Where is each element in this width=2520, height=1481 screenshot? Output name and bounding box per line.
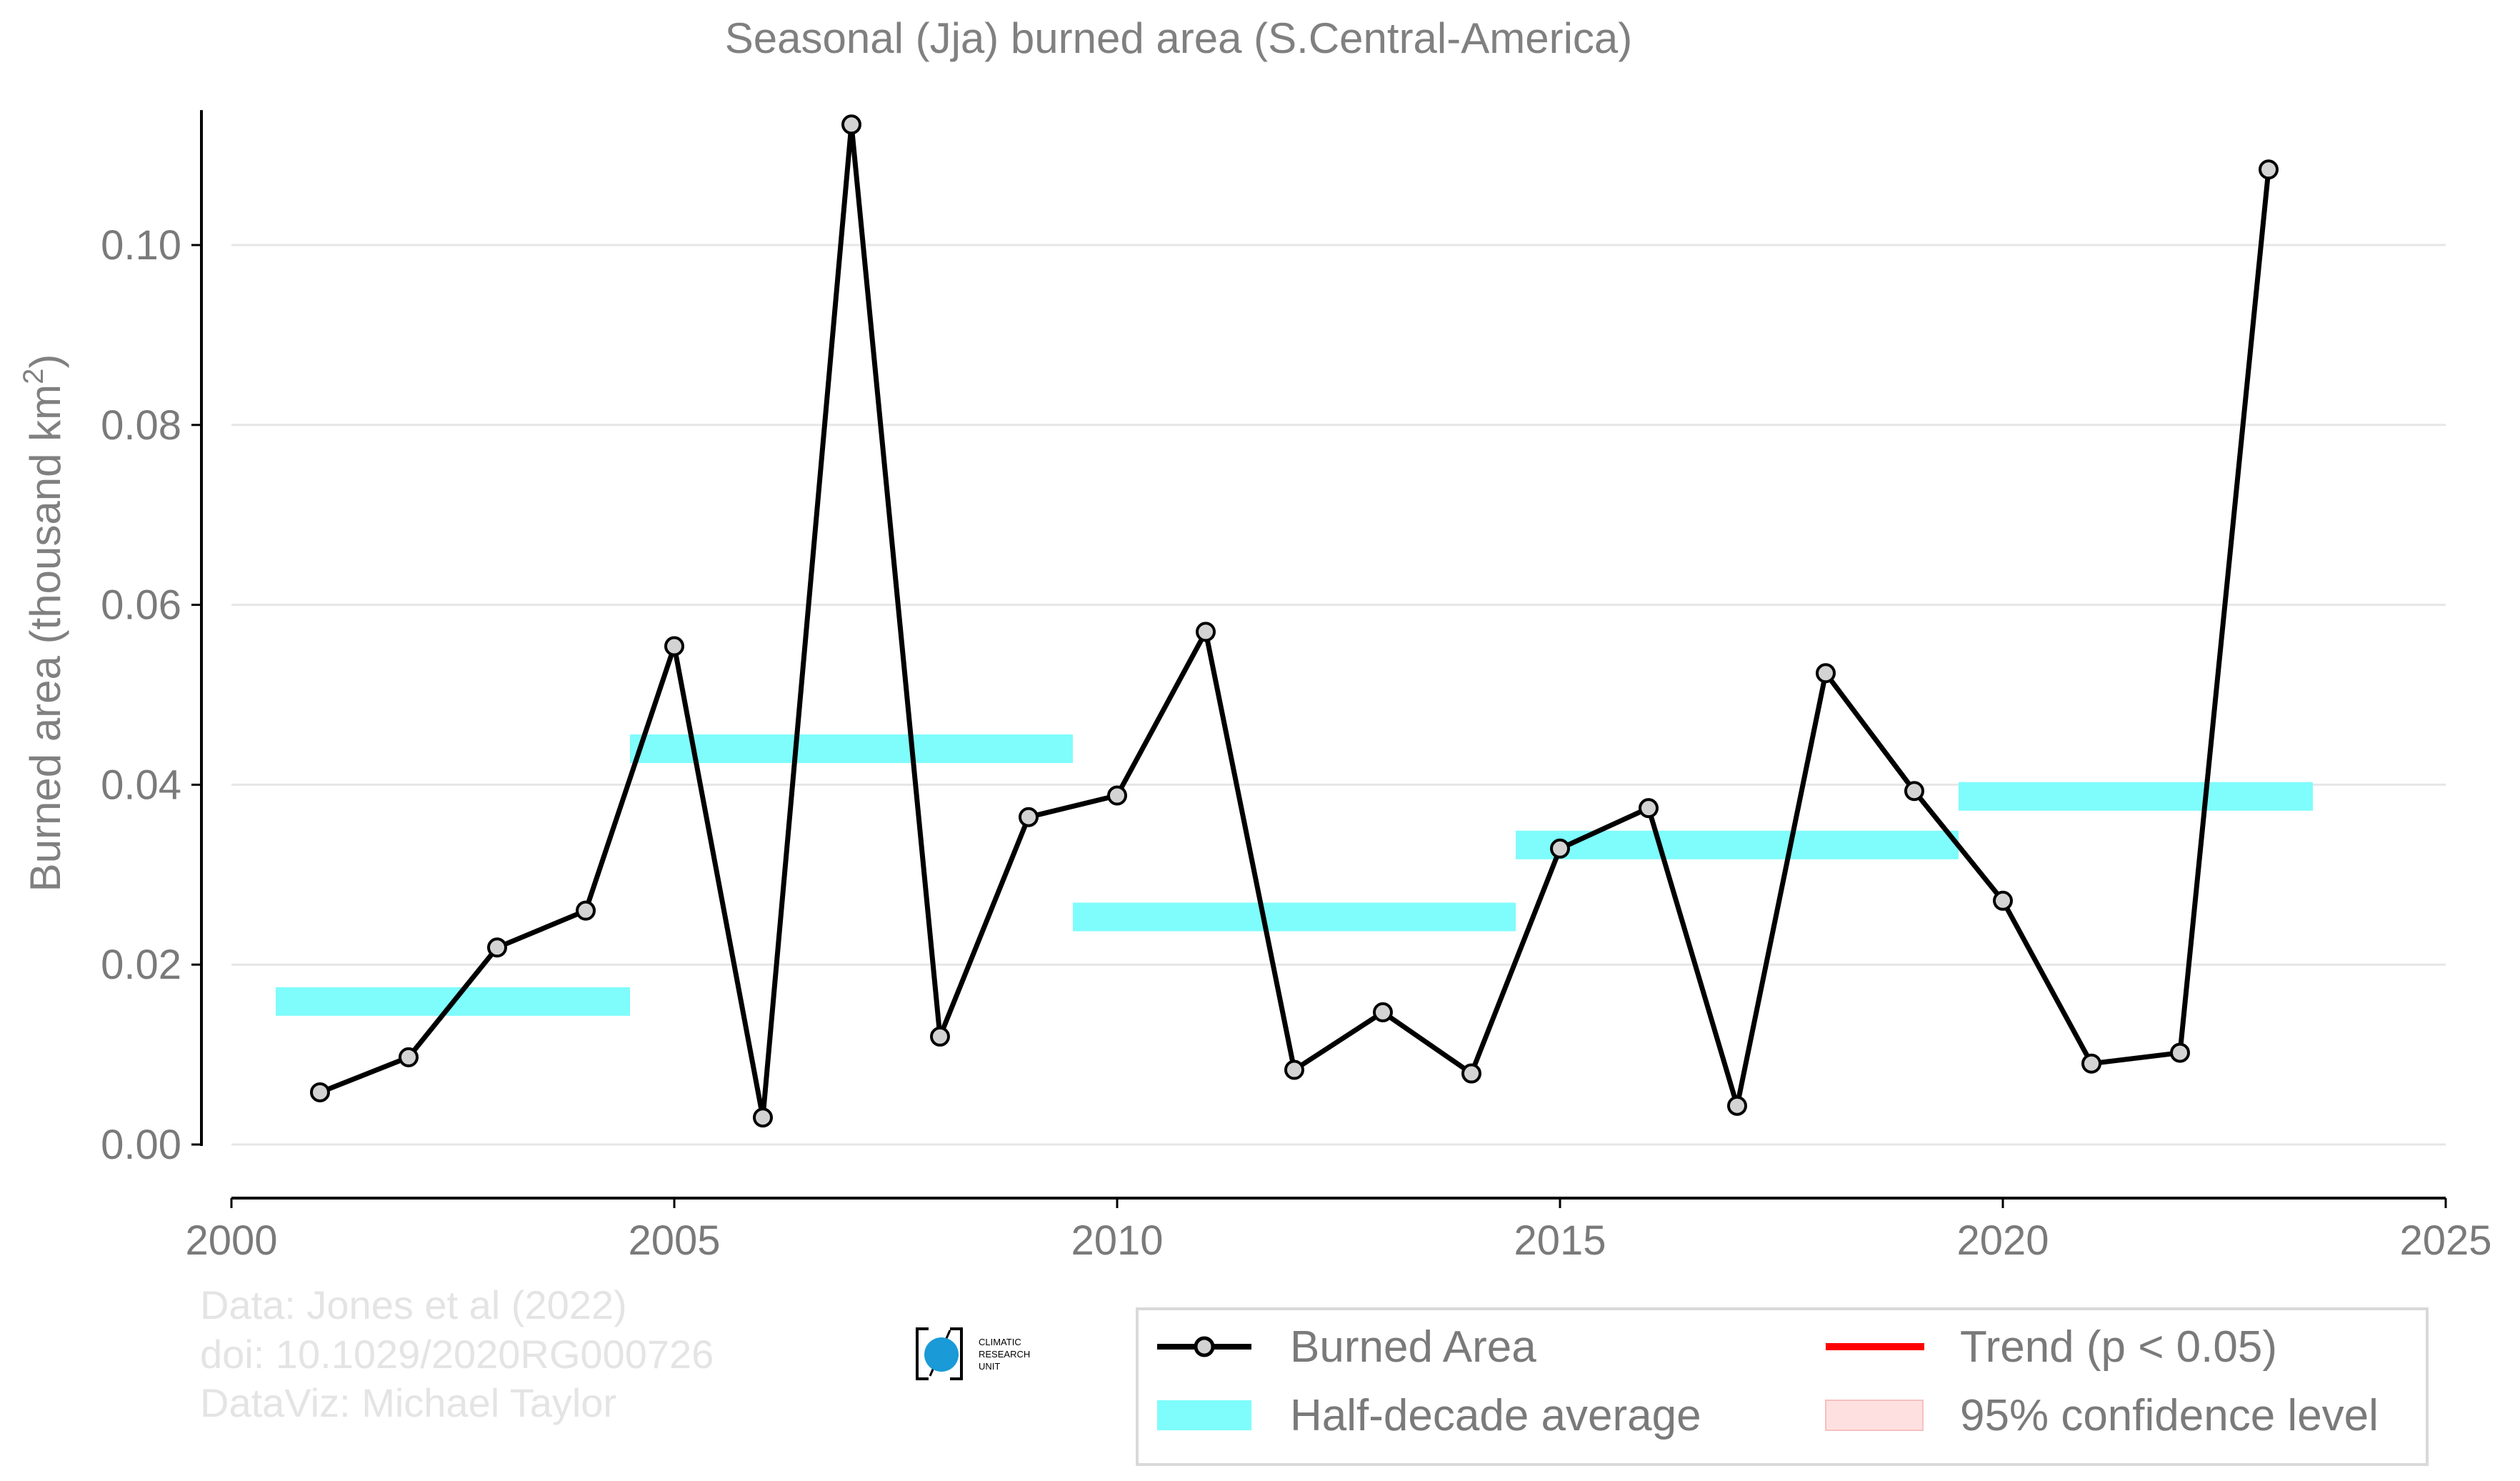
credits: Data: Jones et al (2022) doi: 10.1029/20… — [200, 1282, 714, 1425]
gridlines — [231, 244, 2446, 1146]
y-tick-label: 0.06 — [101, 582, 181, 629]
half-decade-bars — [276, 734, 2313, 1016]
burned-area-point — [1904, 781, 1924, 802]
x-tick-labels: 2000 2005 2010 2015 2020 2025 — [185, 1198, 2492, 1264]
legend-confidence-swatch — [1825, 1400, 1924, 1431]
y-tick-label: 0.00 — [101, 1122, 181, 1168]
y-axis-label: Burned area (thousand km2) — [18, 354, 69, 892]
burned-area-point — [1373, 1002, 1393, 1022]
y-tick-labels: 0.00 0.02 0.04 0.06 0.08 0.10 — [101, 222, 201, 1168]
burned-area-point — [753, 1107, 773, 1128]
legend-label-burned-area: Burned Area — [1290, 1322, 1536, 1372]
burned-area-point — [1196, 622, 1216, 642]
legend: Burned Area Trend (p < 0.05) Half-decade… — [1136, 1307, 2429, 1466]
legend-burned-area-marker — [1194, 1336, 1215, 1357]
burned-area-point — [2259, 159, 2279, 180]
x-tick-label: 2005 — [628, 1217, 720, 1264]
burned-area-point — [1639, 798, 1659, 819]
axes — [200, 110, 2446, 1200]
legend-box — [1136, 1307, 2429, 1466]
x-tick-label: 2015 — [1514, 1217, 1606, 1264]
burned-area-point — [841, 114, 861, 135]
burned-area-line — [319, 121, 2271, 1120]
y-tick-label: 0.08 — [101, 402, 181, 449]
half-decade-bar — [1516, 830, 1959, 859]
y-tick-label: 0.10 — [101, 222, 181, 269]
half-decade-bar — [630, 734, 1073, 764]
burned-area-point — [664, 636, 684, 657]
credit-dataviz: DataViz: Michael Taylor — [200, 1380, 616, 1425]
burned-area-point — [487, 937, 507, 958]
burned-area-point — [2081, 1053, 2101, 1074]
legend-label-half-decade: Half-decade average — [1290, 1391, 1701, 1440]
burned-area-point — [1727, 1095, 1747, 1116]
half-decade-bar — [1073, 902, 1516, 932]
half-decade-bar — [1959, 782, 2313, 811]
burned-area-point — [576, 900, 596, 921]
x-tick-label: 2020 — [1956, 1217, 2049, 1264]
chart-title: Seasonal (Jja) burned area (S.Central-Am… — [725, 14, 1633, 62]
globe-icon — [924, 1337, 959, 1372]
logo-text-1: CLIMATIC — [979, 1337, 1021, 1347]
burned-area-series — [310, 114, 2279, 1128]
cru-logo: CLIMATIC RESEARCH UNIT — [916, 1327, 1030, 1380]
burned-area-point — [930, 1026, 950, 1047]
legend-label-trend: Trend (p < 0.05) — [1960, 1322, 2277, 1372]
legend-half-decade-swatch — [1157, 1400, 1251, 1430]
y-tick-label: 0.02 — [101, 942, 181, 988]
burned-area-point — [1550, 838, 1570, 859]
y-tick-label: 0.04 — [101, 762, 181, 808]
burned-area-point — [2170, 1042, 2190, 1063]
burned-area-point — [1461, 1063, 1481, 1084]
legend-label-confidence: 95% confidence level — [1960, 1391, 2379, 1440]
x-tick-label: 2010 — [1071, 1217, 1163, 1264]
burned-area-point — [1993, 890, 2013, 911]
burned-area-point — [1107, 785, 1127, 806]
credit-doi: doi: 10.1029/2020RG000726 — [200, 1332, 714, 1377]
credit-data: Data: Jones et al (2022) — [200, 1282, 627, 1327]
burned-area-point — [1284, 1059, 1304, 1080]
logo-text-2: RESEARCH — [979, 1349, 1030, 1360]
x-tick-label: 2000 — [185, 1217, 277, 1264]
logo-text-3: UNIT — [979, 1361, 1000, 1372]
burned-area-point — [399, 1047, 419, 1067]
burned-area-point — [1019, 807, 1039, 827]
burned-area-point — [310, 1082, 330, 1102]
x-tick-label: 2025 — [2399, 1217, 2491, 1264]
burned-area-point — [1816, 663, 1836, 684]
